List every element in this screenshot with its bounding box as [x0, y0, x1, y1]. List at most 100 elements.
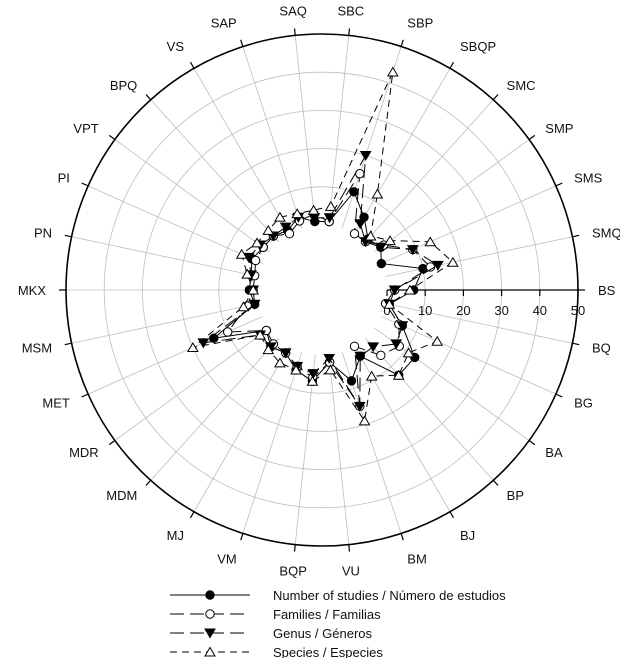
data-point-vs	[284, 229, 295, 239]
category-label-met: MET	[42, 395, 70, 410]
grid-spoke	[193, 68, 290, 234]
grid-spoke	[71, 303, 259, 344]
grid-spoke	[381, 316, 557, 395]
data-point-sbqp	[349, 229, 360, 239]
grid-spoke	[150, 338, 279, 481]
outer-tick	[145, 479, 152, 486]
data-point-bs	[404, 284, 416, 295]
category-label-sms: SMS	[574, 171, 603, 186]
category-label-saq: SAQ	[279, 4, 306, 19]
data-point-bg	[431, 335, 444, 346]
data-point-met	[223, 327, 233, 337]
outer-tick	[555, 393, 563, 398]
grid-spoke	[328, 35, 350, 226]
data-point-msm	[248, 299, 261, 310]
legend-marker	[205, 590, 215, 600]
grid-spoke	[114, 139, 270, 253]
outer-tick	[528, 439, 536, 446]
data-point-saq	[307, 204, 320, 215]
data-point-bm	[353, 401, 366, 412]
data-point-bg	[396, 321, 409, 332]
outer-tick	[189, 61, 195, 69]
outer-tick	[572, 234, 580, 238]
category-label-vu: VU	[342, 563, 360, 578]
data-point-vu	[324, 364, 337, 375]
outer-tick	[492, 479, 499, 486]
data-point-bs	[388, 285, 401, 296]
grid-spoke	[374, 139, 530, 253]
data-point-msm	[237, 301, 250, 312]
grid-spoke	[114, 327, 270, 441]
grid-spoke	[242, 46, 303, 229]
outer-tick	[293, 28, 296, 36]
data-point-vs	[279, 222, 292, 233]
grid-spoke	[242, 351, 303, 534]
data-point-sbp	[359, 151, 372, 162]
data-point-sbp	[349, 187, 359, 197]
category-label-bpq: BPQ	[110, 78, 137, 93]
category-label-sbp: SBP	[407, 16, 433, 31]
category-label-bp: BP	[507, 488, 524, 503]
data-point-sbc	[323, 213, 336, 224]
grid-spoke	[328, 354, 350, 545]
category-label-pi: PI	[58, 171, 70, 186]
data-point-pi	[250, 255, 261, 266]
category-label-mj: MJ	[167, 528, 184, 543]
grid-spoke	[87, 185, 263, 264]
series-line	[202, 155, 439, 408]
legend-marker	[204, 628, 216, 639]
data-point-bj	[354, 351, 367, 362]
grid-spoke	[71, 236, 259, 277]
category-label-vs: VS	[167, 39, 185, 54]
data-point-mj	[279, 348, 292, 359]
data-point-bm	[346, 376, 357, 386]
category-label-mdr: MDR	[69, 445, 99, 460]
category-label-smp: SMP	[545, 121, 573, 136]
outer-tick	[449, 511, 455, 519]
outer-tick	[240, 39, 244, 47]
series-2	[223, 168, 436, 412]
data-point-sbp	[386, 66, 399, 77]
data-point-pi	[235, 248, 248, 259]
data-point-mkx	[247, 284, 260, 295]
outer-tick	[108, 134, 116, 141]
data-point-bqp	[306, 375, 319, 386]
data-point-smp	[374, 242, 387, 253]
series-4	[186, 66, 459, 426]
data-point-bpq	[262, 224, 275, 235]
outer-tick	[189, 511, 195, 519]
data-point-mj	[274, 357, 286, 368]
category-label-vpt: VPT	[73, 121, 98, 136]
data-point-vm	[290, 364, 302, 375]
data-point-smp	[384, 235, 396, 246]
data-point-sbqp	[354, 219, 367, 230]
outer-tick	[348, 28, 351, 36]
category-label-bm: BM	[407, 551, 427, 566]
data-point-bj	[365, 370, 378, 381]
data-point-vu	[323, 353, 336, 364]
category-label-bg: BG	[574, 395, 593, 410]
grid-spoke	[385, 303, 573, 344]
grid-spoke	[150, 99, 279, 242]
series-group	[186, 66, 459, 426]
outer-tick	[528, 134, 536, 141]
outer-tick	[64, 234, 72, 238]
data-point-sbqp	[371, 188, 384, 199]
data-point-vs	[274, 211, 286, 222]
category-label-smc: SMC	[507, 78, 536, 93]
data-point-sms	[424, 236, 437, 247]
data-point-smc	[364, 230, 377, 241]
data-point-met	[186, 342, 199, 353]
data-point-bm	[358, 415, 371, 426]
category-label-vm: VM	[217, 551, 237, 566]
data-point-bq	[383, 298, 396, 309]
radial-tick-label: 0	[383, 303, 390, 318]
radial-axis: 0 10 20 30 40 50	[383, 289, 585, 318]
data-point-sbc	[324, 200, 337, 211]
radial-tick-label: 30	[494, 303, 508, 318]
category-label-sap: SAP	[211, 16, 237, 31]
data-point-pn	[241, 268, 254, 279]
grid-spoke	[341, 46, 402, 229]
radial-tick-label: 10	[418, 303, 432, 318]
